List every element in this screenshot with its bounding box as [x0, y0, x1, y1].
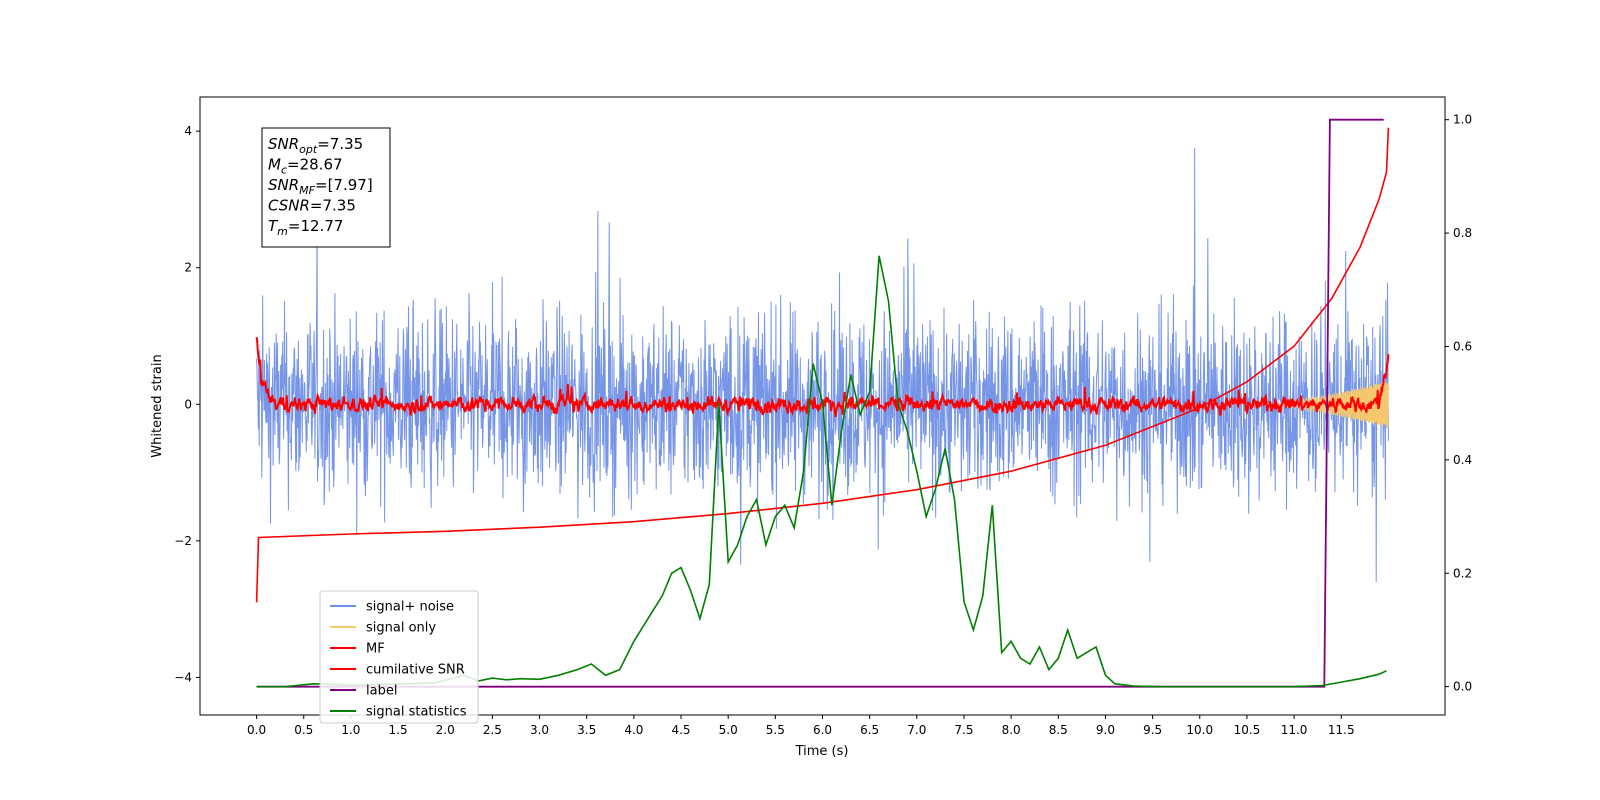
y-tick-label-left: 2	[184, 261, 192, 275]
x-tick-label: 0.0	[247, 723, 266, 737]
y-tick-label-right: 0.0	[1453, 680, 1472, 694]
info-line: SNRopt=7.35	[268, 135, 363, 156]
y-tick-label-right: 1.0	[1453, 113, 1472, 127]
y-tick-label-right: 0.4	[1453, 453, 1472, 467]
x-tick-label: 5.5	[766, 723, 785, 737]
x-tick-label: 11.0	[1281, 723, 1308, 737]
legend-entry-label: signal+ noise	[366, 600, 454, 615]
info-line-sub: MF	[299, 184, 315, 197]
x-axis-title: Time (s)	[795, 744, 849, 759]
info-line-value: =28.67	[287, 156, 343, 174]
series-label-line	[256, 118, 1384, 688]
legend-entry-label: signal only	[366, 621, 436, 636]
x-ticks: 0.0 0.5 1.0 1.5 2.0 2.5 3.0 3.5 4.0 4.5 5.0 5.5 6.0 6…	[247, 715, 1355, 737]
y-tick-label-right: 0.2	[1453, 566, 1472, 580]
legend: signal+ noise signal only MF cumilative SNR…	[319, 590, 479, 724]
info-line: Tm=12.77	[268, 217, 343, 238]
info-line-value: =12.77	[288, 217, 344, 235]
series-signal-statistics-line	[256, 255, 1387, 688]
y-tick-label-right: 0.8	[1453, 226, 1472, 240]
x-tick-label: 1.0	[341, 723, 360, 737]
legend-frame	[319, 590, 479, 724]
info-line: SNRMF=[7.97]	[268, 176, 373, 197]
series-cumulative-snr-line	[255, 127, 1390, 603]
y-axis-title-left: Whitened strain	[150, 354, 165, 457]
x-tick-label: 7.0	[907, 723, 926, 737]
info-line-base: CSNR	[268, 197, 310, 215]
info-line-base: M	[268, 156, 281, 174]
y-tick-label-left: 0	[184, 397, 192, 411]
x-tick-label: 8.5	[1049, 723, 1068, 737]
x-tick-label: 6.5	[860, 723, 879, 737]
series-layer	[255, 118, 1390, 688]
x-tick-label: 4.0	[624, 723, 643, 737]
legend-entry-label: cumilative SNR	[366, 663, 465, 678]
x-tick-label: 10.0	[1186, 723, 1213, 737]
info-line-base: SNR	[268, 135, 299, 153]
x-tick-label: 3.0	[530, 723, 549, 737]
info-line: CSNR=7.35	[268, 197, 356, 215]
legend-entry-label: signal statistics	[366, 705, 467, 720]
x-tick-label: 9.0	[1096, 723, 1115, 737]
x-tick-label: 1.5	[389, 723, 408, 737]
series-mf-line	[255, 337, 1390, 418]
info-line: Mc=28.67	[268, 156, 343, 177]
info-annotation-box: SNRopt=7.35Mc=28.67SNRMF=[7.97]CSNR=7.35…	[261, 127, 391, 248]
info-box-frame	[261, 127, 391, 248]
x-tick-label: 9.5	[1143, 723, 1162, 737]
x-tick-label: 5.0	[719, 723, 738, 737]
x-tick-label: 6.0	[813, 723, 832, 737]
x-tick-label: 2.0	[436, 723, 455, 737]
legend-entry-label: label	[366, 684, 397, 699]
y-tick-label-left: −2	[174, 534, 192, 548]
x-tick-label: 10.5	[1234, 723, 1261, 737]
x-tick-label: 11.5	[1328, 723, 1355, 737]
info-line-base: SNR	[268, 176, 299, 194]
series-signal-noise-line	[256, 147, 1389, 583]
info-line-sub: c	[281, 164, 287, 177]
y-tick-label-left: 4	[184, 124, 192, 138]
x-tick-label: 2.5	[483, 723, 502, 737]
y-tick-label-right: 0.6	[1453, 339, 1472, 353]
x-tick-label: 7.5	[954, 723, 973, 737]
x-tick-label: 3.5	[577, 723, 596, 737]
info-line-value: =7.35	[317, 135, 363, 153]
y-ticks-right: 1.0 0.8 0.6 0.4 0.2 0.0	[1445, 113, 1472, 694]
x-tick-label: 0.5	[294, 723, 313, 737]
x-tick-label: 8.0	[1002, 723, 1021, 737]
y-tick-label-left: −4	[174, 670, 192, 684]
info-line-value: =[7.97]	[315, 176, 373, 194]
y-ticks-left: 4 2 0 −2 −4	[174, 124, 200, 684]
legend-entry-label: MF	[366, 642, 385, 657]
info-line-value: =7.35	[310, 197, 356, 215]
info-line-sub: m	[277, 225, 288, 238]
info-line-base: T	[268, 217, 279, 235]
info-line-sub: opt	[299, 143, 318, 156]
x-tick-label: 4.5	[671, 723, 690, 737]
